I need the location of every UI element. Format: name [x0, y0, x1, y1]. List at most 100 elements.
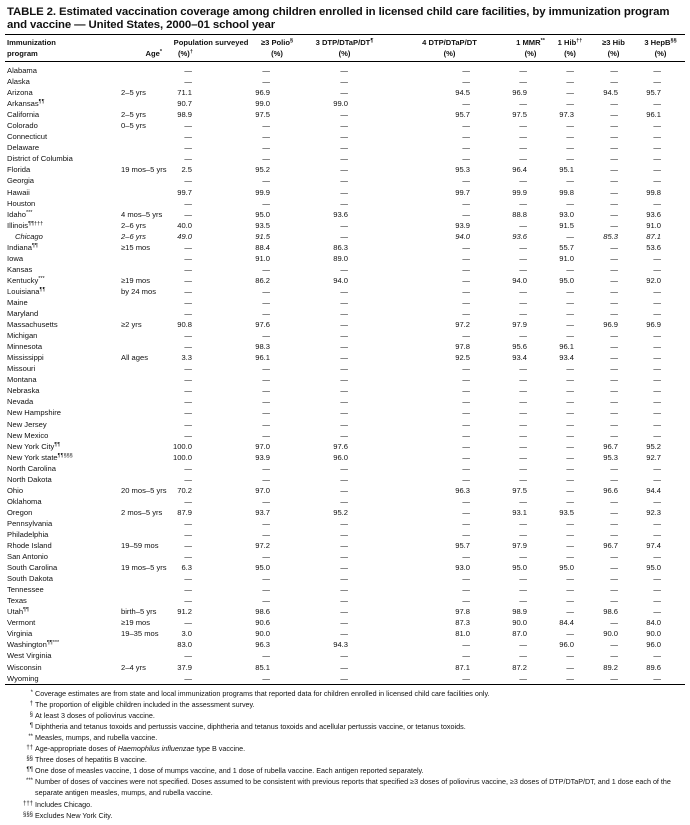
value-cell: —	[340, 596, 348, 606]
header-label: ≥3 Polio	[260, 38, 290, 47]
program-cell: Alabama	[5, 62, 113, 77]
table-row: North Carolina — — — — — — — —	[5, 463, 685, 474]
value-cell: —	[566, 397, 574, 407]
value-cell: —	[610, 375, 618, 385]
program-cell: Indiana¶¶	[5, 242, 113, 253]
program-name: New Jersey	[7, 419, 47, 429]
program-cell: Michigan	[5, 330, 113, 341]
value-cell: —	[653, 463, 661, 473]
value-cell: —	[340, 662, 348, 672]
value-cell: 70.2	[177, 485, 192, 495]
value-cell: 99.0	[255, 99, 270, 109]
header-label: 3 DTP/DTaP/DT	[315, 38, 371, 47]
footnote: § At least 3 doses of poliovirus vaccine.	[5, 710, 685, 721]
value-cell: 97.5	[255, 110, 270, 120]
value-cell: —	[519, 441, 527, 451]
value-cell: —	[610, 463, 618, 473]
program-name: Utah	[7, 607, 24, 617]
table-row: Florida 19 mos–5 yrs 2.5 95.2 — 95.3 96.4 95.1 —…	[5, 164, 685, 175]
value-cell: —	[340, 121, 348, 131]
value-cell: 96.0	[559, 640, 574, 650]
program-cell: Missouri	[5, 363, 113, 374]
value-cell: —	[566, 231, 574, 241]
value-cell: 95.6	[512, 342, 527, 352]
age-cell: 0–5 yrs	[121, 121, 146, 131]
column-header: Population surveyed	[170, 34, 252, 48]
value-cell: 93.1	[512, 507, 527, 517]
value-cell: —	[610, 585, 618, 595]
age-cell: 2–4 yrs	[121, 662, 146, 672]
value-cell: —	[262, 430, 270, 440]
value-cell: —	[340, 231, 348, 241]
value-cell: —	[340, 397, 348, 407]
value-cell: —	[610, 353, 618, 363]
footnote: ** Measles, mumps, and rubella vaccine.	[5, 732, 685, 743]
program-name: Kentucky	[7, 275, 39, 285]
value-cell: 97.5	[512, 110, 527, 120]
value-cell: —	[519, 242, 527, 252]
program-cell: Nebraska	[5, 385, 113, 396]
value-cell: —	[262, 77, 270, 87]
program-name: Missouri	[7, 364, 36, 374]
value-cell: —	[340, 176, 348, 186]
program-cell: Massachusetts	[5, 319, 113, 330]
value-cell: —	[653, 121, 661, 131]
footnote-text: Diphtheria and tetanus toxoids and pertu…	[35, 721, 675, 732]
program-cell: San Antonio	[5, 551, 113, 562]
footnote: *** Number of doses of vaccines were not …	[5, 776, 685, 798]
value-cell: —	[462, 430, 470, 440]
value-cell: —	[610, 187, 618, 197]
value-cell: 95.3	[455, 165, 470, 175]
value-cell: 97.2	[255, 541, 270, 551]
value-cell: —	[184, 66, 192, 75]
program-name: Wisconsin	[7, 662, 42, 672]
header-label: (%)	[654, 49, 667, 58]
value-cell: —	[262, 585, 270, 595]
value-cell: —	[519, 529, 527, 539]
age-cell	[113, 639, 170, 650]
value-cell: —	[184, 297, 192, 307]
table-row: Rhode Island 19–59 mos — 97.2 — 95.7 97.9 — 96.7…	[5, 540, 685, 551]
table-row: Pennsylvania — — — — — — — —	[5, 518, 685, 529]
table-row: Alaska — — — — — — — —	[5, 76, 685, 87]
footnote-marker: ***	[38, 275, 45, 282]
value-cell: —	[340, 364, 348, 374]
value-cell: —	[610, 342, 618, 352]
value-cell: —	[462, 198, 470, 208]
program-cell: Virginia	[5, 628, 113, 639]
value-cell: —	[519, 474, 527, 484]
value-cell: 93.0	[455, 563, 470, 573]
value-cell: —	[519, 309, 527, 319]
value-cell: 97.8	[455, 342, 470, 352]
value-cell: 6.3	[181, 563, 192, 573]
value-cell: 88.4	[255, 242, 270, 252]
column-header: ≥3 Hib	[591, 34, 636, 48]
value-cell: 92.3	[646, 507, 661, 517]
value-cell: —	[519, 419, 527, 429]
value-cell: —	[653, 297, 661, 307]
value-cell: —	[566, 441, 574, 451]
column-header: (%)	[387, 48, 512, 62]
value-cell: —	[610, 220, 618, 230]
column-header: ≥3 Polio§	[252, 34, 302, 48]
value-cell: —	[340, 408, 348, 418]
value-cell: 93.9	[255, 452, 270, 462]
value-cell: —	[184, 529, 192, 539]
value-cell: —	[262, 132, 270, 142]
age-cell	[113, 518, 170, 529]
value-cell: —	[462, 176, 470, 186]
program-name: New Hampshire	[7, 408, 62, 418]
table-row: Hawaii 99.7 99.9 — 99.7 99.9 99.8 — 99.8	[5, 187, 685, 198]
program-cell: South Dakota	[5, 573, 113, 584]
value-cell: —	[566, 331, 574, 341]
value-cell: —	[519, 331, 527, 341]
value-cell: 37.9	[177, 662, 192, 672]
value-cell: —	[610, 286, 618, 296]
value-cell: —	[610, 386, 618, 396]
value-cell: —	[262, 375, 270, 385]
age-cell: 19–35 mos	[121, 629, 159, 639]
program-name: Maine	[7, 297, 28, 307]
value-cell: 87.1	[455, 662, 470, 672]
value-cell: —	[566, 463, 574, 473]
value-cell: —	[462, 596, 470, 606]
